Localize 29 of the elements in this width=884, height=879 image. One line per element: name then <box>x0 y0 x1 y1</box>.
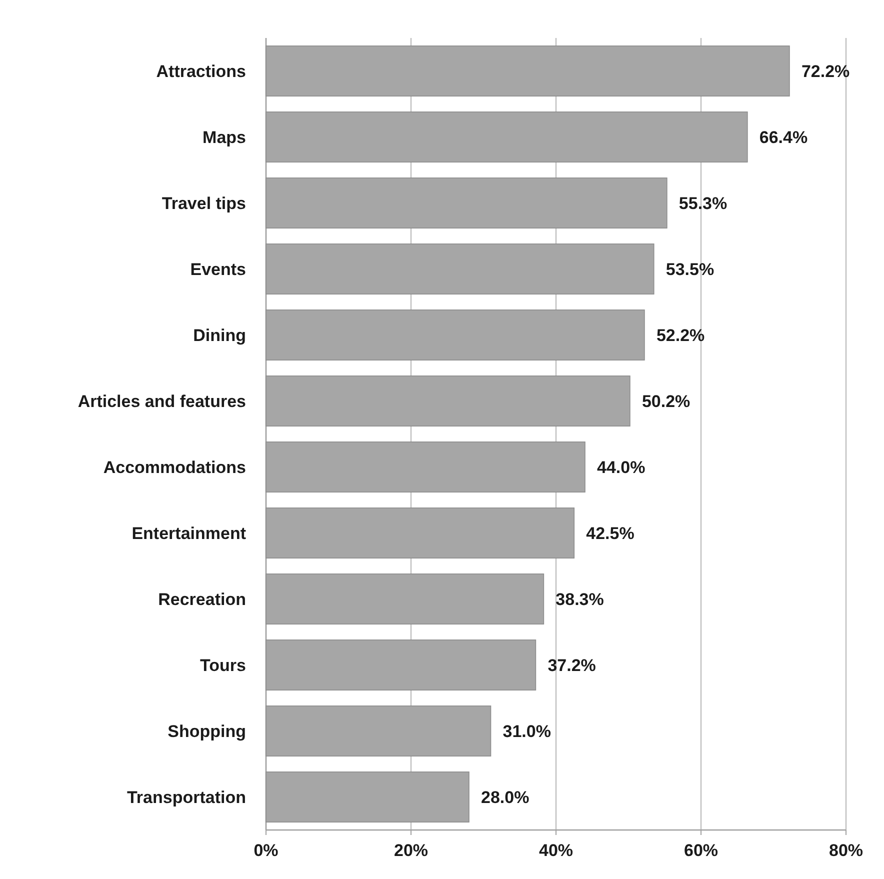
y-tick-label: Maps <box>202 128 246 147</box>
x-tick-label: 80% <box>828 841 864 860</box>
x-tick-label: 60% <box>684 841 718 860</box>
y-tick-label: Shopping <box>168 722 246 741</box>
x-tick-label: 20% <box>394 841 428 860</box>
data-label: 42.5% <box>586 524 634 543</box>
x-tick-label: 0% <box>254 841 278 860</box>
y-tick-label: Attractions <box>156 62 246 81</box>
data-label: 44.0% <box>597 458 646 477</box>
y-tick-label: Accommodations <box>103 458 246 477</box>
y-tick-label: Travel tips <box>162 194 246 213</box>
data-label: 66.4% <box>759 128 808 147</box>
data-label: 50.2% <box>642 392 690 411</box>
data-label: 28.0% <box>481 788 530 807</box>
data-label: 53.5% <box>666 260 714 279</box>
y-tick-label: Dining <box>193 326 246 345</box>
data-label: 72.2% <box>801 62 850 81</box>
y-tick-label: Tours <box>200 656 246 675</box>
data-label: 31.0% <box>502 722 551 741</box>
data-label: 52.2% <box>656 326 705 345</box>
y-tick-label: Articles and features <box>78 392 246 411</box>
y-tick-label: Events <box>190 260 246 279</box>
y-tick-label: Recreation <box>158 590 246 609</box>
data-label: 37.2% <box>548 656 596 675</box>
y-tick-label: Transportation <box>126 788 246 807</box>
data-label: 55.3% <box>678 194 728 213</box>
y-tick-label: Entertainment <box>132 524 246 543</box>
data-label: 38.3% <box>556 590 604 609</box>
x-tick-label: 40% <box>538 841 574 860</box>
